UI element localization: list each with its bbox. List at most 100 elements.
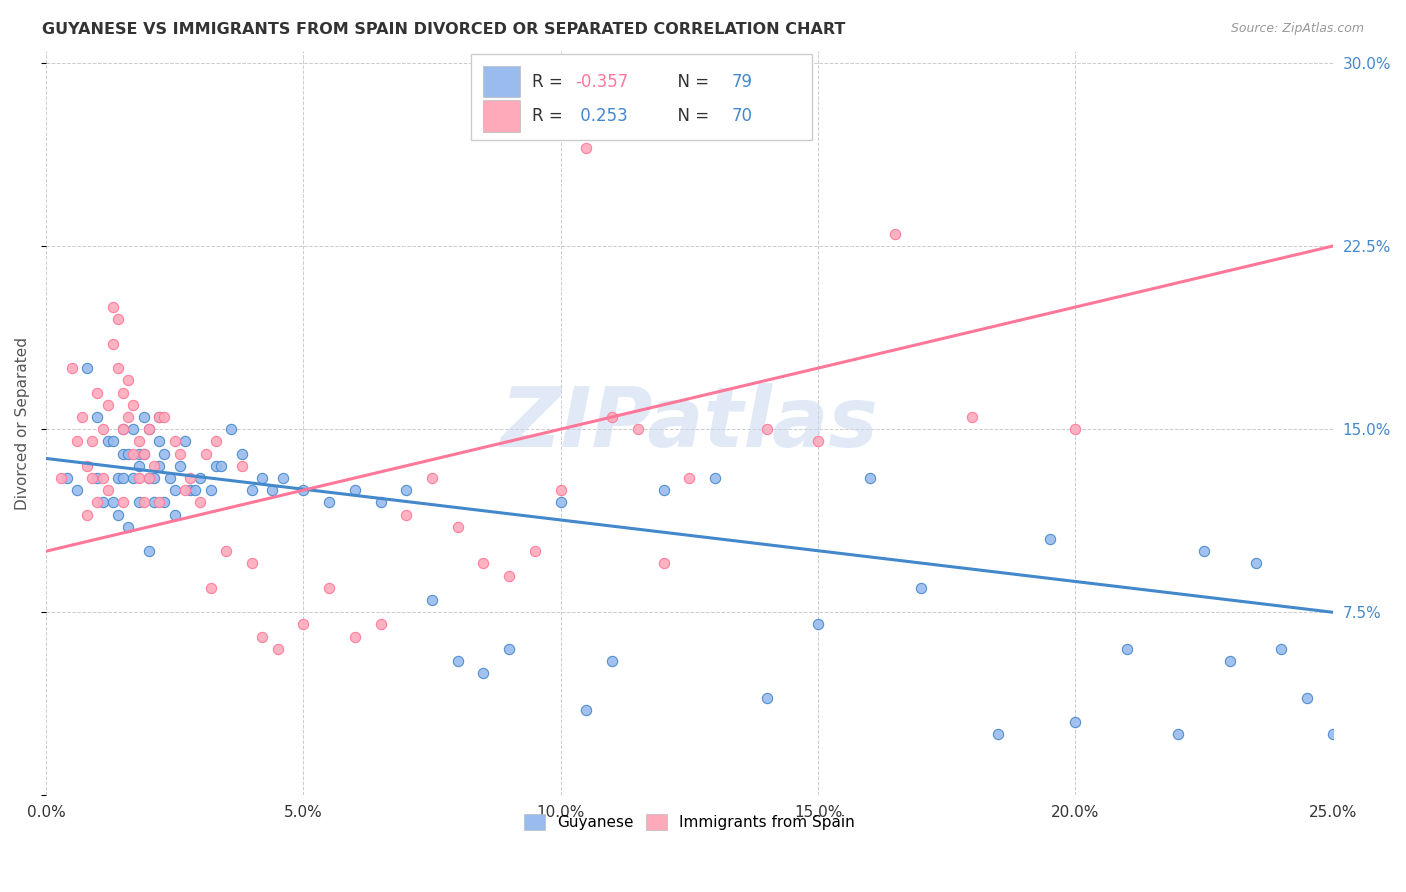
Point xyxy=(143,495,166,509)
Point xyxy=(498,568,520,582)
Point xyxy=(91,471,114,485)
Point xyxy=(652,557,675,571)
Point xyxy=(132,495,155,509)
Point xyxy=(1322,727,1344,741)
Point xyxy=(215,544,238,558)
Point xyxy=(101,495,124,509)
Point xyxy=(55,471,77,485)
Point xyxy=(86,495,108,509)
Point xyxy=(112,422,135,436)
Point xyxy=(51,471,73,485)
Point xyxy=(292,617,315,632)
Point xyxy=(627,422,650,436)
Point xyxy=(86,409,108,424)
Point xyxy=(370,617,392,632)
Text: R =: R = xyxy=(533,107,568,125)
Point xyxy=(240,483,263,498)
Point xyxy=(755,422,778,436)
Point xyxy=(205,434,228,449)
Point xyxy=(600,409,623,424)
Text: Source: ZipAtlas.com: Source: ZipAtlas.com xyxy=(1230,22,1364,36)
Point xyxy=(1219,654,1241,668)
Point xyxy=(148,409,170,424)
Point xyxy=(128,458,150,473)
Point xyxy=(250,471,273,485)
Point xyxy=(420,593,443,607)
Point xyxy=(148,434,170,449)
Point xyxy=(138,471,160,485)
Point xyxy=(209,458,232,473)
Point xyxy=(122,422,145,436)
Point xyxy=(70,409,93,424)
Point xyxy=(107,361,129,376)
Point xyxy=(219,422,242,436)
Point xyxy=(1296,690,1319,705)
Point xyxy=(292,483,315,498)
Point xyxy=(169,458,191,473)
Point xyxy=(1064,715,1087,730)
Point xyxy=(112,385,135,400)
Point xyxy=(122,398,145,412)
Point xyxy=(1244,557,1267,571)
Point xyxy=(159,471,181,485)
Point xyxy=(148,409,170,424)
Point xyxy=(174,483,197,498)
Point xyxy=(420,471,443,485)
Point xyxy=(66,434,89,449)
Point xyxy=(169,446,191,460)
Point xyxy=(138,471,160,485)
Point xyxy=(266,641,288,656)
Point xyxy=(82,434,104,449)
Point xyxy=(101,336,124,351)
Point xyxy=(1115,641,1137,656)
Point xyxy=(190,471,212,485)
Point xyxy=(112,471,135,485)
Point xyxy=(163,434,186,449)
FancyBboxPatch shape xyxy=(484,66,519,97)
Point xyxy=(652,483,675,498)
Text: R =: R = xyxy=(533,73,568,91)
Point xyxy=(498,641,520,656)
Point xyxy=(1039,532,1062,546)
Point xyxy=(395,483,418,498)
Point xyxy=(179,483,201,498)
Point xyxy=(755,690,778,705)
Point xyxy=(550,495,572,509)
Point xyxy=(184,483,207,498)
Point xyxy=(101,434,124,449)
Point xyxy=(97,483,120,498)
Point xyxy=(138,422,160,436)
Point xyxy=(112,495,135,509)
Point xyxy=(117,520,139,534)
Point xyxy=(97,434,120,449)
Point xyxy=(447,654,470,668)
Text: N =: N = xyxy=(668,73,714,91)
Point xyxy=(1064,422,1087,436)
Point xyxy=(148,495,170,509)
Point xyxy=(205,458,228,473)
Point xyxy=(231,458,253,473)
Point xyxy=(318,581,340,595)
Point xyxy=(112,446,135,460)
Point xyxy=(884,227,907,241)
Point xyxy=(962,409,984,424)
Point xyxy=(704,471,727,485)
Point xyxy=(117,446,139,460)
Text: 79: 79 xyxy=(733,73,752,91)
Text: 70: 70 xyxy=(733,107,752,125)
Point xyxy=(262,483,284,498)
Point xyxy=(395,508,418,522)
Point xyxy=(600,654,623,668)
Point xyxy=(704,104,727,119)
Point xyxy=(318,495,340,509)
FancyBboxPatch shape xyxy=(471,54,811,140)
Point xyxy=(343,630,366,644)
Point xyxy=(76,361,98,376)
Point xyxy=(128,471,150,485)
Point xyxy=(122,471,145,485)
Point xyxy=(179,471,201,485)
Point xyxy=(97,398,120,412)
Point xyxy=(1192,544,1215,558)
Point xyxy=(86,471,108,485)
Point xyxy=(370,495,392,509)
